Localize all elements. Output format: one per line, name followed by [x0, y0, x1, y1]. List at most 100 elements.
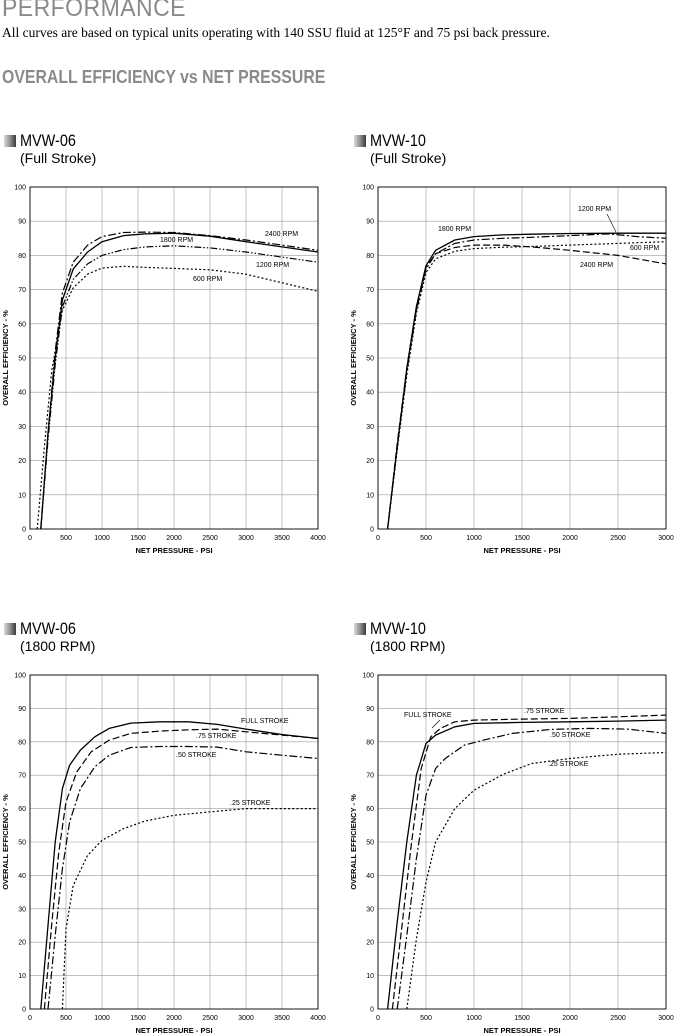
gridlines	[377, 674, 667, 1010]
x-tick-label: 3000	[238, 1015, 254, 1022]
gridlines	[377, 186, 667, 530]
x-tick-label: 3000	[658, 535, 674, 542]
y-tick-label: 60	[366, 321, 374, 328]
y-tick-label: 0	[22, 1007, 26, 1014]
chart-bullet-icon	[354, 135, 366, 147]
chart-4-mvw10-1800-rpm: 0 500 1000 1500 2000 2500 3000 0 10 20 30 40 50 60 70 8…	[349, 673, 674, 1034]
y-tick-label: 40	[366, 873, 374, 880]
series-line-2400-rpm	[387, 244, 667, 530]
chart-4-subtitle: (1800 RPM)	[370, 638, 446, 654]
series-annotation: FULL STROKE	[241, 718, 289, 725]
series-annotation: 600 RPM	[630, 245, 659, 252]
series-annotation: 1200 RPM	[256, 262, 289, 269]
series-line-1200-rpm	[387, 233, 667, 530]
annotation-leader	[606, 213, 617, 233]
y-tick-label: 0	[370, 1007, 374, 1014]
series-annotation: FULL STROKE	[404, 712, 452, 719]
x-tick-label: 2500	[202, 1015, 218, 1022]
x-tick-label: 0	[376, 1015, 380, 1022]
series-annotation: 1800 RPM	[438, 226, 471, 233]
y-axis-label: OVERALL EFFICIENCY - %	[349, 310, 358, 406]
series-line-1800-rpm	[386, 232, 666, 530]
series-line-1200-rpm	[40, 245, 319, 530]
x-axis-label: NET PRESSURE - PSI	[135, 546, 212, 555]
y-axis-label: OVERALL EFFICIENCY - %	[1, 794, 10, 890]
y-tick-label: 30	[366, 906, 374, 913]
chart-4-heading: MVW-10 (1800 RPM)	[354, 619, 554, 659]
series-annotation: .50 STROKE	[550, 732, 591, 739]
series-annotation: 2400 RPM	[265, 231, 298, 238]
y-tick-label: 20	[18, 458, 26, 465]
x-axis-label: NET PRESSURE - PSI	[483, 546, 560, 555]
y-tick-label: 50	[366, 356, 374, 363]
chart-2-subtitle: (Full Stroke)	[370, 150, 447, 166]
y-tick-label: 10	[18, 492, 26, 499]
x-tick-label: 500	[420, 1015, 432, 1022]
series-line--50-stroke	[396, 727, 667, 1010]
series-line--25-stroke	[406, 751, 667, 1010]
x-tick-label: 2000	[562, 535, 578, 542]
chart-1-heading: MVW-06 (Full Stroke)	[4, 131, 204, 171]
y-axis-label: OVERALL EFFICIENCY - %	[1, 310, 10, 406]
y-tick-label: 40	[18, 873, 26, 880]
y-tick-label: 80	[366, 739, 374, 746]
y-tick-label: 70	[18, 773, 26, 780]
y-tick-label: 60	[18, 321, 26, 328]
series-line--75-stroke	[391, 714, 667, 1010]
x-tick-label: 1000	[94, 1015, 110, 1022]
x-tick-label: 4000	[310, 1015, 326, 1022]
series-annotation: .50 STROKE	[176, 752, 217, 759]
y-tick-label: 40	[366, 390, 374, 397]
series-line--75-stroke	[43, 728, 319, 1010]
y-tick-label: 60	[18, 806, 26, 813]
x-tick-label: 2500	[202, 535, 218, 542]
chart-2-mvw10-full-stroke: 0 500 1000 1500 2000 2500 3000 0 10 20 30 40 50 60 70 8…	[349, 185, 674, 556]
x-tick-label: 1000	[466, 1015, 482, 1022]
series-line-600-rpm	[387, 241, 667, 530]
gridlines	[29, 186, 319, 530]
x-tick-label: 4000	[310, 535, 326, 542]
y-tick-label: 30	[366, 424, 374, 431]
chart-bullet-icon	[4, 135, 16, 147]
page-subtitle: All curves are based on typical units op…	[2, 25, 550, 40]
series-annotation: .75 STROKE	[524, 708, 565, 715]
chart-3-mvw06-1800-rpm: 0 500 1000 1500 2000 2500 3000 3500 4000 0 10 20 30 4…	[1, 673, 326, 1034]
chart-3-model: MVW-06	[20, 619, 76, 638]
y-tick-label: 0	[370, 527, 374, 534]
x-tick-label: 1000	[94, 535, 110, 542]
page-title: PERFORMANCE	[2, 0, 186, 22]
y-tick-label: 20	[18, 940, 26, 947]
chart-2-model: MVW-10	[370, 131, 426, 150]
x-tick-label: 2500	[610, 535, 626, 542]
y-tick-label: 10	[18, 973, 26, 980]
y-tick-label: 80	[18, 253, 26, 260]
chart-2-heading: MVW-10 (Full Stroke)	[354, 131, 554, 171]
series-line-1800-rpm	[40, 232, 319, 530]
y-tick-label: 10	[366, 492, 374, 499]
y-tick-label: 50	[18, 356, 26, 363]
x-tick-label: 1500	[514, 535, 530, 542]
y-tick-label: 70	[18, 287, 26, 294]
series-line--50-stroke	[47, 745, 319, 1010]
x-tick-label: 3000	[658, 1015, 674, 1022]
x-tick-label: 0	[28, 535, 32, 542]
x-tick-label: 500	[60, 535, 72, 542]
y-tick-label: 30	[18, 424, 26, 431]
y-tick-label: 30	[18, 906, 26, 913]
section-title: OVERALL EFFICIENCY vs NET PRESSURE	[2, 67, 326, 87]
series-annotation: .75 STROKE	[196, 733, 237, 740]
y-tick-label: 100	[362, 185, 374, 192]
x-tick-label: 1500	[130, 535, 146, 542]
chart-1-subtitle: (Full Stroke)	[20, 150, 97, 166]
x-tick-label: 1000	[466, 535, 482, 542]
y-tick-label: 90	[366, 219, 374, 226]
y-tick-label: 50	[18, 840, 26, 847]
series-annotation: 2400 RPM	[580, 262, 613, 269]
y-tick-label: 70	[366, 773, 374, 780]
plot-frame	[29, 186, 319, 530]
series-annotation: 1200 RPM	[578, 206, 611, 213]
plot-frame	[29, 674, 319, 1010]
y-tick-label: 90	[366, 706, 374, 713]
chart-1-mvw06-full-stroke: 0 500 1000 1500 2000 2500 3000 3500 4000 0 10 20 30 4…	[1, 185, 326, 556]
y-tick-label: 90	[18, 219, 26, 226]
